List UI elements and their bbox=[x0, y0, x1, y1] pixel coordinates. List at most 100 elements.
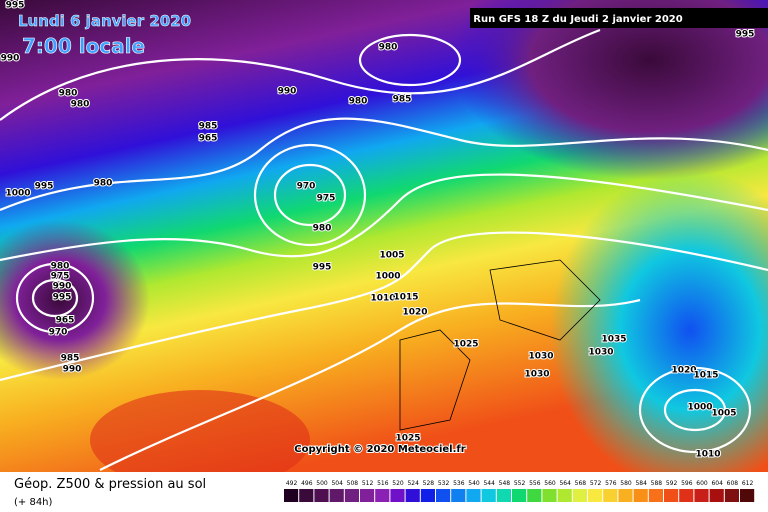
isobar-label: 1010 bbox=[695, 450, 720, 460]
isobar-label: 980 bbox=[349, 97, 368, 107]
isobar-label: 1005 bbox=[711, 409, 736, 419]
scale-label: 528 bbox=[423, 480, 435, 487]
scale-label: 508 bbox=[347, 480, 359, 487]
isobar-label: 1025 bbox=[395, 434, 420, 444]
isobar-label: 1000 bbox=[687, 403, 712, 413]
isobar-label: 990 bbox=[53, 282, 72, 292]
scale-label: 592 bbox=[666, 480, 678, 487]
scale-swatch bbox=[360, 489, 375, 502]
color-scale: 492 496 500 504 508 512 516 520 524 528 532 536 540 5… bbox=[284, 480, 755, 502]
scale-swatch bbox=[329, 489, 344, 502]
scale-swatch bbox=[664, 489, 679, 502]
isobar-label: 985 bbox=[393, 95, 412, 105]
scale-swatch bbox=[466, 489, 481, 502]
scale-label: 544 bbox=[483, 480, 495, 487]
scale-swatch bbox=[709, 489, 724, 502]
isobar-labels: 9959909809809859659909809859809809951000… bbox=[0, 0, 755, 461]
isobar-label: 990 bbox=[1, 54, 20, 64]
scale-label: 564 bbox=[559, 480, 571, 487]
scale-label: 580 bbox=[620, 480, 632, 487]
scale-label: 588 bbox=[651, 480, 663, 487]
scale-swatch bbox=[451, 489, 466, 502]
scale-swatch bbox=[603, 489, 618, 502]
scale-label: 500 bbox=[316, 480, 328, 487]
isobar-label: 1010 bbox=[370, 294, 395, 304]
scale-swatch bbox=[496, 489, 511, 502]
scale-label: 496 bbox=[301, 480, 313, 487]
scale-label: 512 bbox=[362, 480, 374, 487]
scale-swatch bbox=[588, 489, 603, 502]
scale-label: 540 bbox=[468, 480, 480, 487]
scale-swatch bbox=[542, 489, 557, 502]
scale-swatch bbox=[527, 489, 542, 502]
isobar-label: 980 bbox=[59, 89, 78, 99]
isobar-label: 995 bbox=[6, 1, 25, 11]
isobar-label: 980 bbox=[71, 100, 90, 110]
map: 9959909809809859659909809859809809951000… bbox=[0, 0, 768, 490]
isobar-label: 1020 bbox=[402, 308, 427, 318]
isobar-label: 995 bbox=[35, 182, 54, 192]
scale-swatch bbox=[740, 489, 755, 502]
scale-swatch bbox=[344, 489, 359, 502]
isobar-label: 985 bbox=[61, 354, 80, 364]
scale-label: 576 bbox=[605, 480, 617, 487]
scale-label: 560 bbox=[544, 480, 556, 487]
isobar-label: 1030 bbox=[528, 352, 553, 362]
scale-swatch bbox=[648, 489, 663, 502]
time: 7:00 locale bbox=[22, 34, 145, 58]
isobar-label: 1030 bbox=[524, 370, 549, 380]
isobar-label: 995 bbox=[53, 293, 72, 303]
run-info: Run GFS 18 Z du Jeudi 2 janvier 2020 bbox=[473, 14, 682, 25]
scale-label: 596 bbox=[681, 480, 693, 487]
isobar-label: 1015 bbox=[693, 371, 718, 381]
scale-label: 536 bbox=[453, 480, 465, 487]
scale-label: 608 bbox=[727, 480, 739, 487]
scale-swatch bbox=[618, 489, 633, 502]
scale-swatch bbox=[375, 489, 390, 502]
scale-label: 556 bbox=[529, 480, 541, 487]
run-banner bbox=[470, 8, 768, 28]
isobar-label: 990 bbox=[63, 365, 82, 375]
scale-swatch bbox=[724, 489, 739, 502]
scale-swatch bbox=[694, 489, 709, 502]
scale-label: 520 bbox=[392, 480, 404, 487]
isobar-label: 995 bbox=[313, 263, 332, 273]
scale-label: 552 bbox=[514, 480, 526, 487]
isobar-label: 980 bbox=[94, 179, 113, 189]
scale-label: 516 bbox=[377, 480, 389, 487]
scale-swatch bbox=[420, 489, 435, 502]
scale-label: 568 bbox=[575, 480, 587, 487]
footer-title: Géop. Z500 & pression au sol bbox=[14, 477, 206, 492]
isobar-label: 965 bbox=[199, 134, 218, 144]
scale-label: 600 bbox=[696, 480, 708, 487]
date: Lundi 6 janvier 2020 bbox=[18, 12, 191, 30]
isobar-label: 990 bbox=[278, 87, 297, 97]
scale-label: 584 bbox=[635, 480, 647, 487]
scale-label: 532 bbox=[438, 480, 450, 487]
isobar-label: 1025 bbox=[453, 340, 478, 350]
isobar-label: 1000 bbox=[5, 189, 30, 199]
scale-swatch bbox=[390, 489, 405, 502]
scale-label: 504 bbox=[331, 480, 343, 487]
scale-label: 572 bbox=[590, 480, 602, 487]
scale-swatch bbox=[405, 489, 420, 502]
isobar-label: 1000 bbox=[375, 272, 400, 282]
scale-swatch bbox=[481, 489, 496, 502]
scale-swatch bbox=[557, 489, 572, 502]
scale-label: 612 bbox=[742, 480, 754, 487]
isobar-label: 1030 bbox=[588, 348, 613, 358]
isobar-label: 975 bbox=[317, 194, 336, 204]
scale-swatch bbox=[314, 489, 329, 502]
lead-time: (+ 84h) bbox=[14, 497, 53, 508]
scale-label: 492 bbox=[286, 480, 298, 487]
scale-swatch bbox=[436, 489, 451, 502]
scale-swatch bbox=[299, 489, 314, 502]
isobar-label: 970 bbox=[297, 182, 316, 192]
scale-label: 604 bbox=[711, 480, 723, 487]
isobar-label: 980 bbox=[313, 224, 332, 234]
scale-swatch bbox=[512, 489, 527, 502]
isobar-label: 975 bbox=[51, 272, 70, 282]
scale-swatch bbox=[572, 489, 587, 502]
isobar-label: 980 bbox=[379, 43, 398, 53]
scale-swatch bbox=[679, 489, 694, 502]
